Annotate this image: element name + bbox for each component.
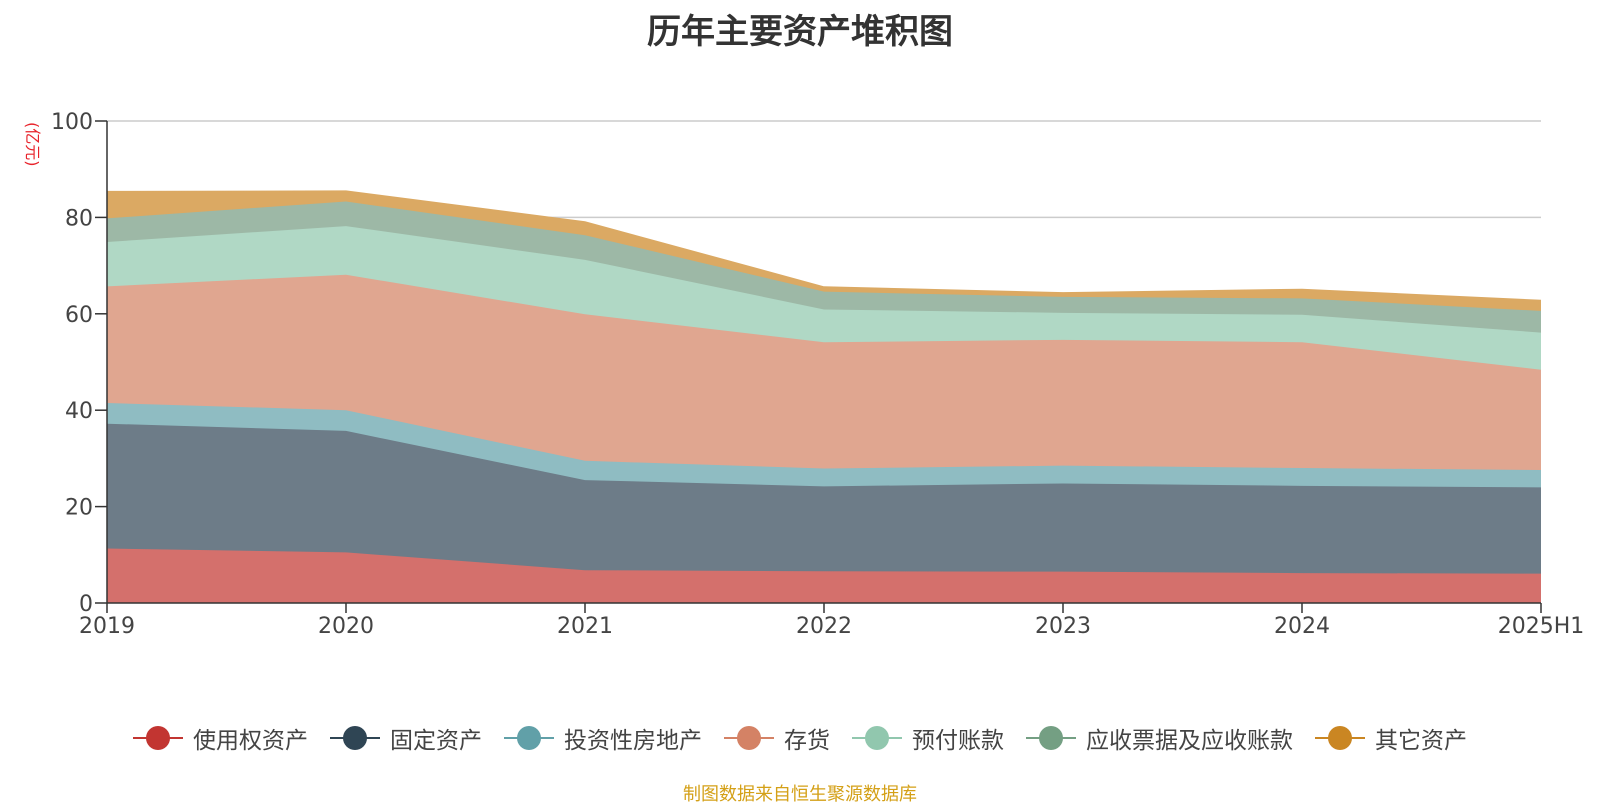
x-tick-label: 2019 [79,614,135,639]
chart-title: 历年主要资产堆积图 [647,12,953,52]
legend-marker [133,726,183,750]
x-tick-label: 2020 [318,614,374,639]
legend-label: 应收票据及应收账款 [1086,728,1293,754]
legend-item[interactable]: 固定资产 [330,721,482,755]
y-tick-label: 80 [65,206,93,231]
y-tick-label: 20 [65,496,93,521]
legend-item[interactable]: 其它资产 [1315,721,1467,755]
legend-item[interactable]: 应收票据及应收账款 [1026,721,1293,755]
y-tick-label: 40 [65,399,93,424]
source-note: 制图数据来自恒生聚源数据库 [683,784,917,805]
legend-label: 预付账款 [912,728,1004,754]
area-series-2 [107,423,1541,574]
area-series-3 [107,402,1541,488]
legend-marker [330,726,380,750]
y-tick-label: 0 [79,592,93,617]
legend-label: 使用权资产 [193,728,308,754]
legend-item[interactable]: 预付账款 [852,721,1004,755]
legend-item[interactable]: 存货 [724,721,830,755]
y-tick-label: 60 [65,303,93,328]
area-series-5 [107,226,1541,370]
legend-item[interactable]: 使用权资产 [133,721,308,755]
legend-marker [1315,726,1365,750]
area-series-1 [107,548,1541,603]
legend-label: 存货 [784,728,830,754]
legend-label: 投资性房地产 [564,728,702,754]
axes: 0 20 40 60 80 100 2019 2020 2021 2022 2023 2024 2025… [51,110,1584,639]
x-tick-label: 2024 [1274,614,1330,639]
legend-item[interactable]: 投资性房地产 [504,721,702,755]
legend-marker [724,726,774,750]
legend-marker [504,726,554,750]
legend: 使用权资产 固定资产 投资性房地产 存货 预付账款 应收票据及应收账款 其它资产 [0,720,1600,756]
legend-label: 其它资产 [1375,728,1467,754]
legend-label: 固定资产 [390,728,482,754]
x-tick-label: 2021 [557,614,613,639]
area-series [106,190,1542,603]
legend-marker [852,726,902,750]
x-tick-label: 2022 [796,614,852,639]
y-tick-label: 100 [51,110,93,135]
legend-marker [1026,726,1076,750]
x-tick-label: 2023 [1035,614,1091,639]
area-series-6 [107,201,1541,333]
area-series-4 [107,274,1541,470]
x-tick-label: 2025H1 [1498,614,1585,639]
series-line-7 [106,190,1542,301]
